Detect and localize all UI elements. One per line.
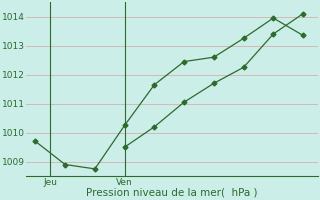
- X-axis label: Pression niveau de la mer(  hPa ): Pression niveau de la mer( hPa ): [86, 188, 258, 198]
